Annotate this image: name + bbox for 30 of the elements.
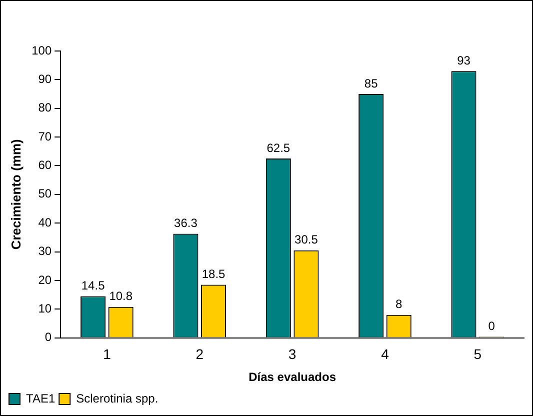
- data-label: 10.8: [109, 289, 133, 304]
- y-tick-label: 80: [38, 100, 52, 115]
- data-label: 62.5: [266, 140, 290, 155]
- y-tick-label: 40: [38, 215, 52, 230]
- x-tick-label: 5: [474, 346, 482, 362]
- data-label: 14.5: [81, 278, 106, 293]
- data-label: 85: [364, 76, 378, 90]
- data-label: 0: [488, 319, 496, 334]
- legend-label: Sclerotinia spp.: [76, 391, 158, 406]
- data-label: 18.5: [202, 267, 226, 282]
- y-tick-label: 60: [38, 158, 52, 172]
- y-tick-label: 10: [38, 301, 52, 316]
- y-tick-label: 0: [44, 330, 52, 344]
- y-tick-label: 70: [38, 129, 52, 144]
- x-axis-title: Días evaluados: [248, 370, 336, 384]
- y-tick-label: 20: [38, 272, 52, 287]
- data-label: 93: [457, 53, 471, 68]
- data-label: 30.5: [294, 232, 318, 247]
- y-tick-label: 50: [38, 186, 52, 201]
- y-tick-label: 30: [38, 244, 52, 258]
- x-tick-label: 1: [103, 346, 112, 362]
- x-tick-label: 4: [381, 346, 390, 362]
- legend-label: TAE1: [26, 391, 56, 406]
- y-axis-title: Crecimiento (mm): [8, 139, 24, 250]
- y-tick-label: 90: [38, 72, 52, 86]
- x-tick-label: 2: [196, 346, 204, 362]
- data-label: 8: [396, 297, 403, 312]
- data-label: 36.3: [174, 216, 198, 230]
- x-tick-label: 3: [288, 346, 296, 362]
- y-tick-label: 100: [32, 43, 52, 58]
